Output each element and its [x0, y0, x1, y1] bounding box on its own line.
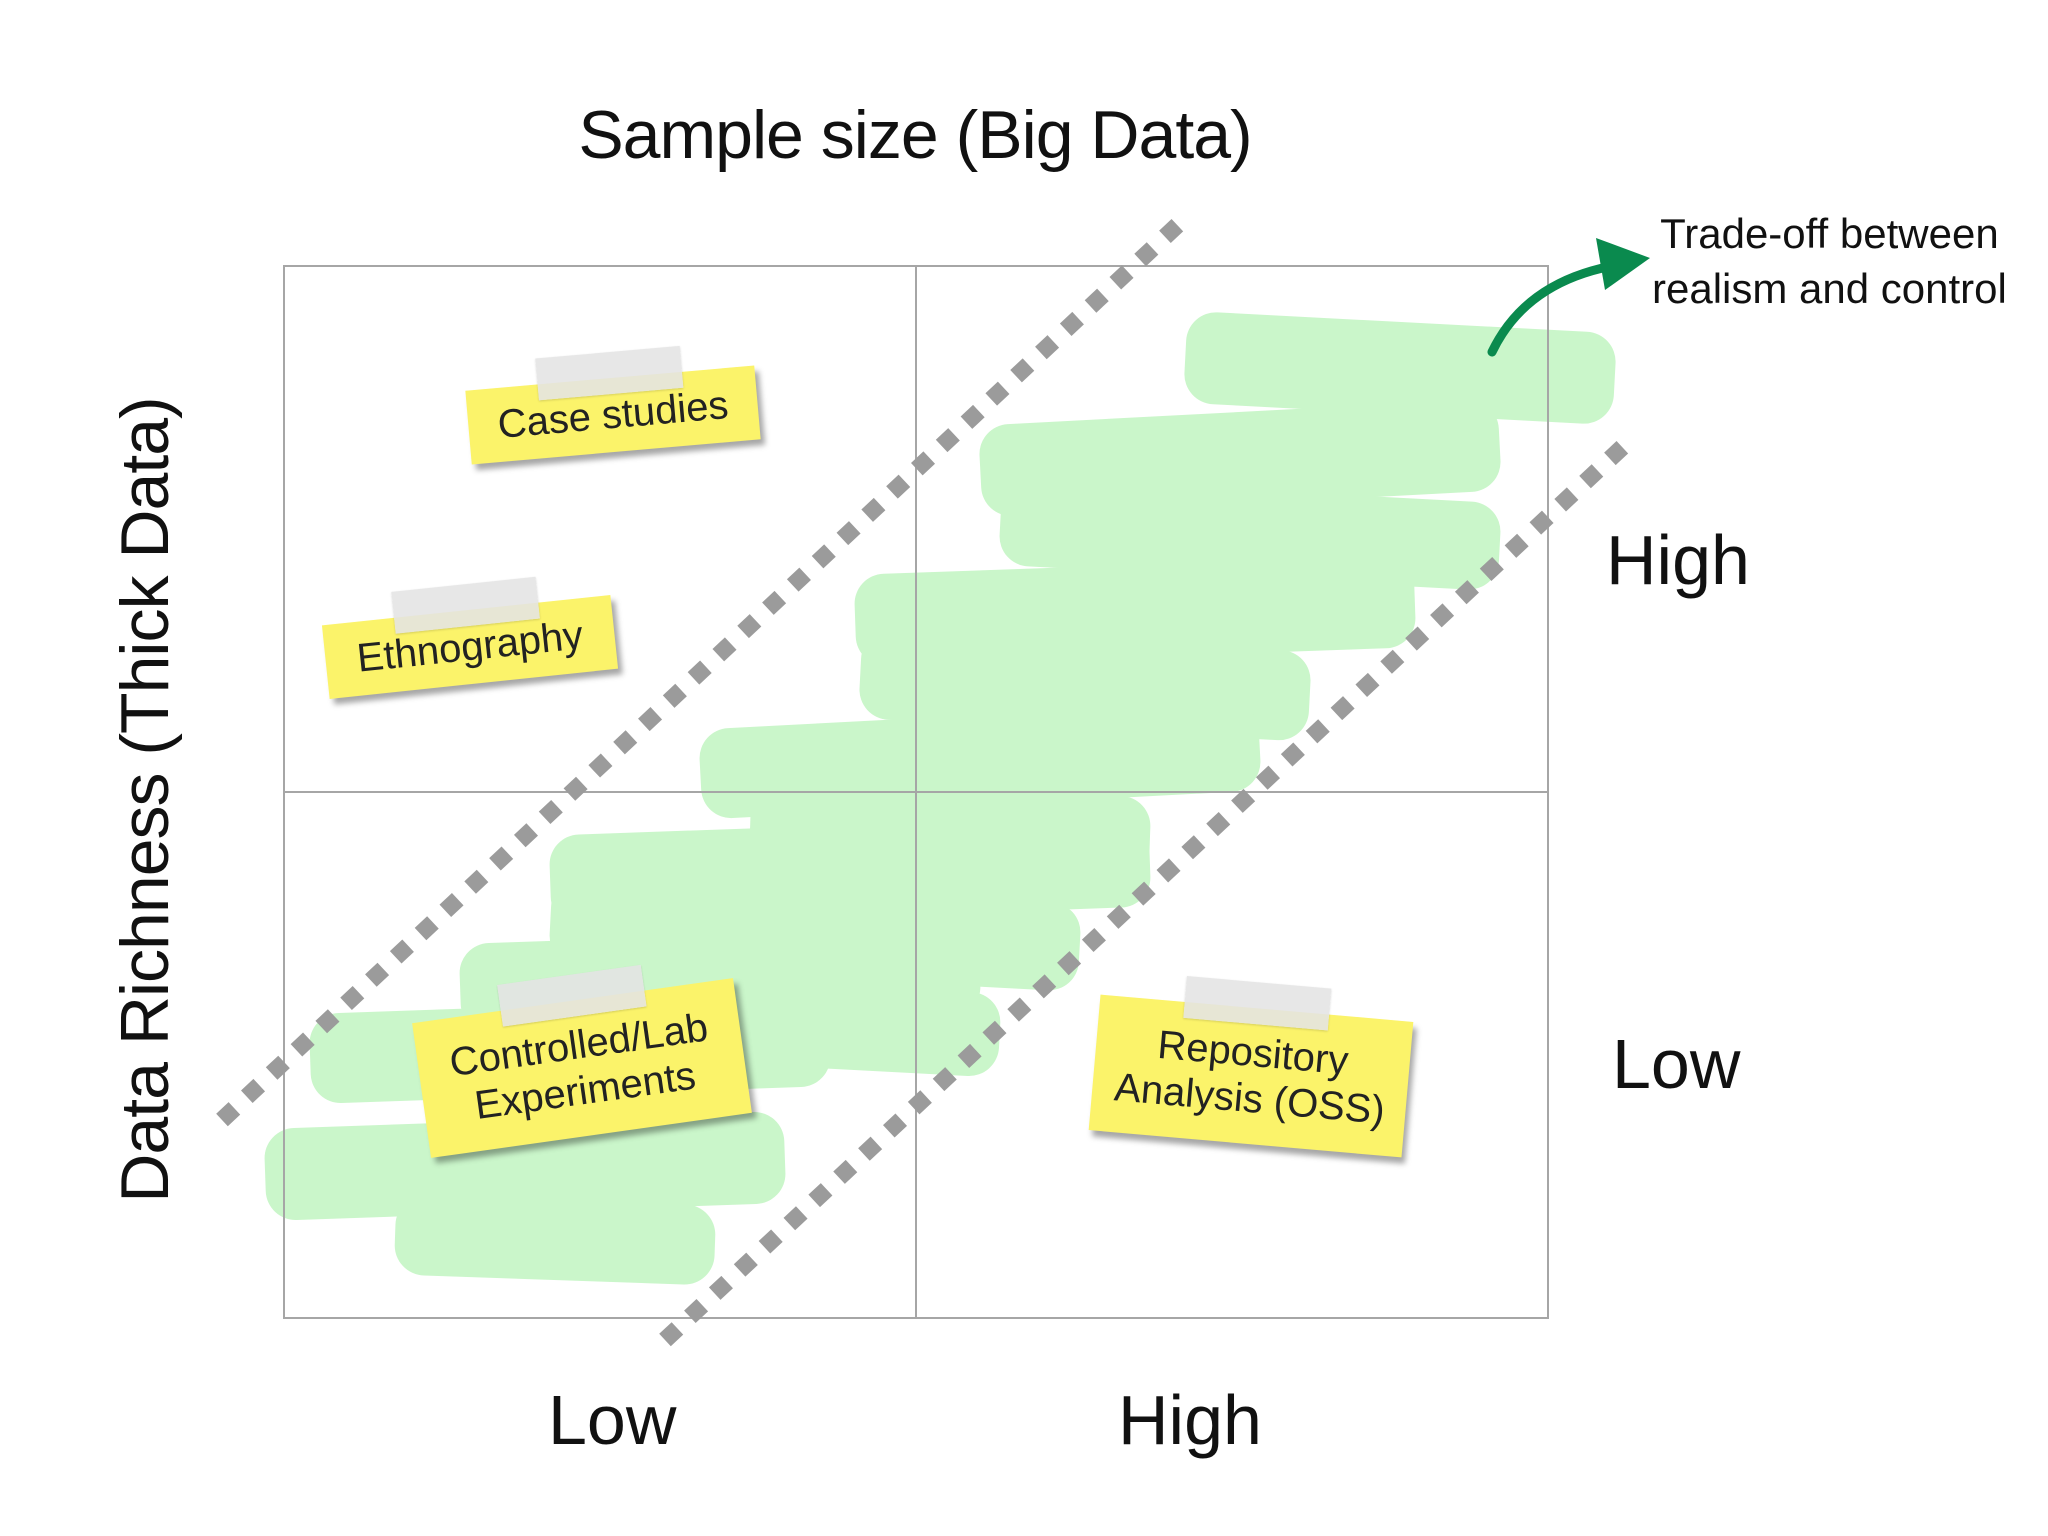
y-axis-title: Data Richness (Thick Data) [107, 397, 183, 1203]
y-axis-low-label: Low [1612, 1025, 1741, 1103]
tradeoff-line1: Trade-off between [1660, 210, 1999, 257]
dotted-band-lower-line [659, 435, 1634, 1347]
dotted-band [216, 211, 1634, 1347]
tradeoff-annotation: Trade-off between realism and control [1652, 206, 2007, 317]
y-axis-high-label: High [1606, 521, 1750, 599]
highlight-stroke [1184, 312, 1616, 424]
tradeoff-arrow-icon [1487, 238, 1650, 357]
tradeoff-line2: realism and control [1652, 265, 2007, 313]
sticky-note-repository: Repository Analysis (OSS) [1088, 976, 1414, 1158]
highlight-stroke [394, 1195, 716, 1285]
x-axis-high-label: High [1118, 1381, 1262, 1459]
highlight-stroke [264, 1111, 786, 1221]
highlight-band [264, 312, 1616, 1285]
x-axis-low-label: Low [548, 1381, 677, 1459]
quadrant-grid [283, 265, 1549, 1319]
x-axis-title: Sample size (Big Data) [578, 97, 1252, 173]
dotted-band-upper-line [216, 211, 1191, 1127]
